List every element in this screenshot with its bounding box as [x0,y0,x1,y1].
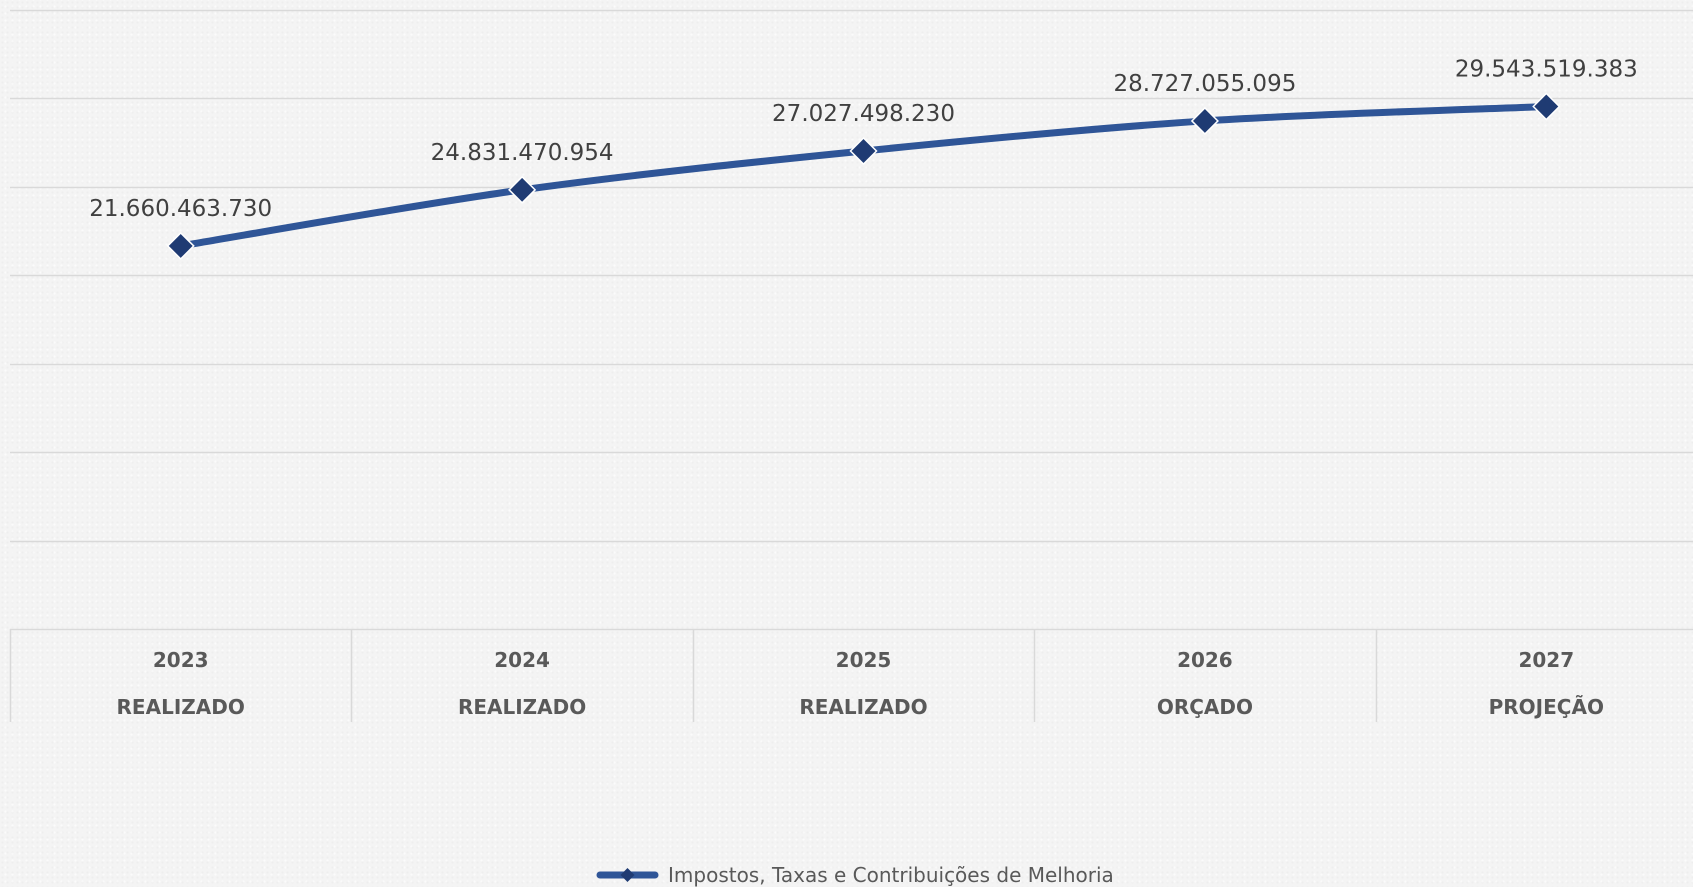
data-point-marker [508,175,537,204]
data-label: 24.831.470.954 [431,140,614,166]
data-label: 28.727.055.095 [1113,71,1296,97]
category-year-label: 2025 [836,648,892,672]
category-status-label: ORÇADO [1157,695,1253,719]
legend-marker-swatch [620,868,635,882]
category-status-label: PROJEÇÃO [1489,695,1604,719]
category-status-label: REALIZADO [117,695,245,719]
data-point-marker [849,136,878,166]
gridlines [10,9,1693,543]
category-year-label: 2026 [1177,648,1233,672]
legend-label: Impostos, Taxas e Contribuições de Melho… [668,863,1114,887]
data-point-marker [166,231,195,260]
series-line [177,103,1550,250]
category-year-label: 2024 [494,648,550,672]
data-label: 27.027.498.230 [772,101,955,127]
data-labels: 21.660.463.730 24.831.470.954 27.027.498.2… [89,57,1638,222]
data-label: 21.660.463.730 [89,196,272,222]
category-status-label: REALIZADO [458,695,586,719]
category-year-label: 2027 [1518,648,1574,672]
legend: Impostos, Taxas e Contribuições de Melho… [596,863,1114,887]
category-axis-table: 2023 REALIZADO 2024 REALIZADO 2025 REALIZADO 2… [9,628,1693,722]
category-year-label: 2023 [153,648,209,672]
data-point-marker [1190,106,1219,136]
series-group [166,92,1561,260]
data-point-marker [1532,92,1561,121]
data-label: 29.543.519.383 [1455,57,1638,83]
category-status-label: REALIZADO [799,695,927,719]
